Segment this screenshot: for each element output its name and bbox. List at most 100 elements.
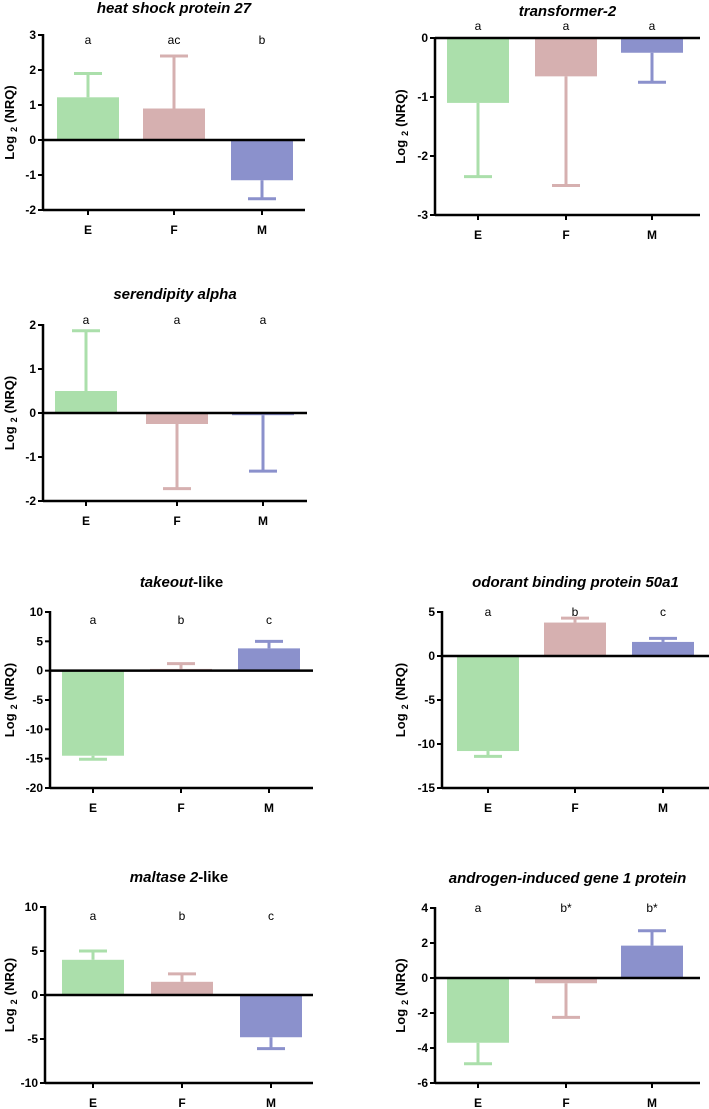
- significance-letter: ac: [168, 33, 181, 47]
- y-tick-label: 3: [29, 28, 36, 42]
- chart-title-part: -like: [193, 574, 223, 591]
- y-tick-label: -10: [21, 1076, 39, 1090]
- chart-panel: transformer-2 Log 2 (NRQ) a Ea Fa M -3 -2 -1 0: [393, 3, 700, 242]
- y-axis-label: Log 2 (NRQ): [393, 89, 410, 163]
- significance-letter: b: [572, 605, 579, 619]
- chart-title: odorant binding protein 50a1: [472, 574, 679, 591]
- y-tick-label: 5: [428, 605, 435, 619]
- y-axis-label-sub: 2: [400, 131, 410, 136]
- x-tick-label: F: [562, 1096, 569, 1109]
- x-tick-label: M: [647, 1096, 657, 1109]
- y-tick-label: 2: [421, 936, 428, 950]
- significance-letter: a: [649, 19, 656, 33]
- significance-letter: a: [85, 33, 92, 47]
- x-tick-label: M: [266, 1096, 276, 1109]
- y-axis-label-main: Log: [2, 713, 17, 737]
- y-tick-label: -1: [25, 168, 36, 182]
- chart-title-part: odorant binding protein 50a1: [472, 574, 679, 591]
- bar-F: [151, 981, 213, 995]
- y-axis-label: Log 2 (NRQ): [2, 958, 19, 1032]
- significance-letter: b: [259, 33, 266, 47]
- y-tick-label: 0: [36, 664, 43, 678]
- significance-letter: a: [563, 19, 570, 33]
- chart-title: maltase 2-like: [130, 869, 228, 886]
- y-tick-label: -20: [26, 781, 44, 795]
- chart-title-part: -like: [198, 869, 228, 886]
- x-tick-label: M: [658, 801, 668, 815]
- y-axis-label-sub: 2: [9, 127, 19, 132]
- x-tick-label: M: [264, 801, 274, 815]
- significance-letter: c: [268, 909, 274, 923]
- y-tick-label: -2: [417, 1006, 428, 1020]
- y-tick-label: 1: [29, 98, 36, 112]
- bar-E: [447, 38, 509, 103]
- significance-letter: a: [260, 313, 267, 327]
- y-tick-label: 0: [421, 971, 428, 985]
- y-axis-label-sub: 2: [9, 417, 19, 422]
- chart-title-part: heat shock protein 27: [97, 0, 252, 17]
- bar-F: [535, 38, 597, 77]
- y-tick-label: 4: [421, 901, 428, 915]
- x-tick-label: E: [484, 801, 492, 815]
- y-axis-label: Log 2 (NRQ): [2, 376, 19, 450]
- x-tick-label: M: [647, 228, 657, 242]
- bar-F: [535, 978, 597, 984]
- y-axis-label-sub: 2: [400, 1000, 410, 1005]
- y-tick-label: 10: [25, 900, 39, 914]
- bar-M: [231, 140, 293, 181]
- y-axis-label-unit: (NRQ): [393, 958, 408, 996]
- chart-panel: heat shock protein 27 Log 2 (NRQ) a Eac Fb M -2 -…: [2, 0, 305, 237]
- y-tick-label: -5: [32, 693, 43, 707]
- x-tick-label: M: [258, 514, 268, 528]
- x-tick-label: F: [173, 514, 180, 528]
- y-axis-label-unit: (NRQ): [393, 663, 408, 701]
- bar-M: [621, 945, 683, 978]
- bar-F: [544, 622, 606, 656]
- x-tick-label: F: [562, 228, 569, 242]
- chart-title: heat shock protein 27: [97, 0, 252, 17]
- bar-M: [621, 38, 683, 53]
- y-tick-label: 0: [421, 31, 428, 45]
- y-tick-label: 10: [30, 605, 44, 619]
- y-tick-label: 5: [36, 634, 43, 648]
- chart-title: androgen-induced gene 1 protein: [449, 870, 687, 887]
- y-tick-label: 2: [29, 318, 36, 332]
- y-tick-label: 0: [428, 649, 435, 663]
- y-tick-label: -2: [25, 494, 36, 508]
- significance-letter: a: [90, 909, 97, 923]
- x-tick-label: F: [177, 801, 184, 815]
- y-tick-label: -2: [417, 149, 428, 163]
- chart-panel: androgen-induced gene 1 protein Log 2 (NRQ)…: [393, 870, 700, 1109]
- y-tick-label: 5: [31, 944, 38, 958]
- significance-letter: a: [485, 605, 492, 619]
- chart-panel: odorant binding protein 50a1 Log 2 (NRQ) a Eb…: [393, 574, 709, 815]
- y-tick-label: -10: [26, 722, 44, 736]
- chart-panel: maltase 2-like Log 2 (NRQ) a Eb Fc M -10 -5 0 5 10: [2, 869, 313, 1109]
- bar-E: [62, 959, 124, 995]
- significance-letter: b*: [560, 901, 572, 915]
- bar-E: [447, 978, 509, 1043]
- y-axis-label-main: Log: [393, 1009, 408, 1033]
- significance-letter: c: [266, 613, 272, 627]
- chart-title-part: maltase 2: [130, 869, 199, 886]
- x-tick-label: F: [170, 223, 177, 237]
- y-tick-label: -10: [418, 737, 436, 751]
- y-tick-label: -1: [25, 450, 36, 464]
- y-axis-label: Log 2 (NRQ): [2, 663, 19, 737]
- y-axis-label-main: Log: [2, 426, 17, 450]
- bar-E: [457, 656, 519, 752]
- y-tick-label: 1: [29, 362, 36, 376]
- x-tick-label: M: [257, 223, 267, 237]
- chart-panel: serendipity alpha Log 2 (NRQ) a Ea Fa M -2 -1 0 1 2: [2, 286, 307, 528]
- y-axis-label-unit: (NRQ): [2, 663, 17, 701]
- y-axis-label-unit: (NRQ): [393, 89, 408, 127]
- y-tick-label: -4: [417, 1041, 428, 1055]
- y-axis-label-sub: 2: [9, 999, 19, 1004]
- x-tick-label: E: [89, 801, 97, 815]
- bar-E: [62, 670, 124, 756]
- y-axis-label-main: Log: [2, 1008, 17, 1032]
- y-tick-label: -1: [417, 90, 428, 104]
- chart-title: takeout-like: [140, 574, 223, 591]
- significance-letter: c: [660, 605, 666, 619]
